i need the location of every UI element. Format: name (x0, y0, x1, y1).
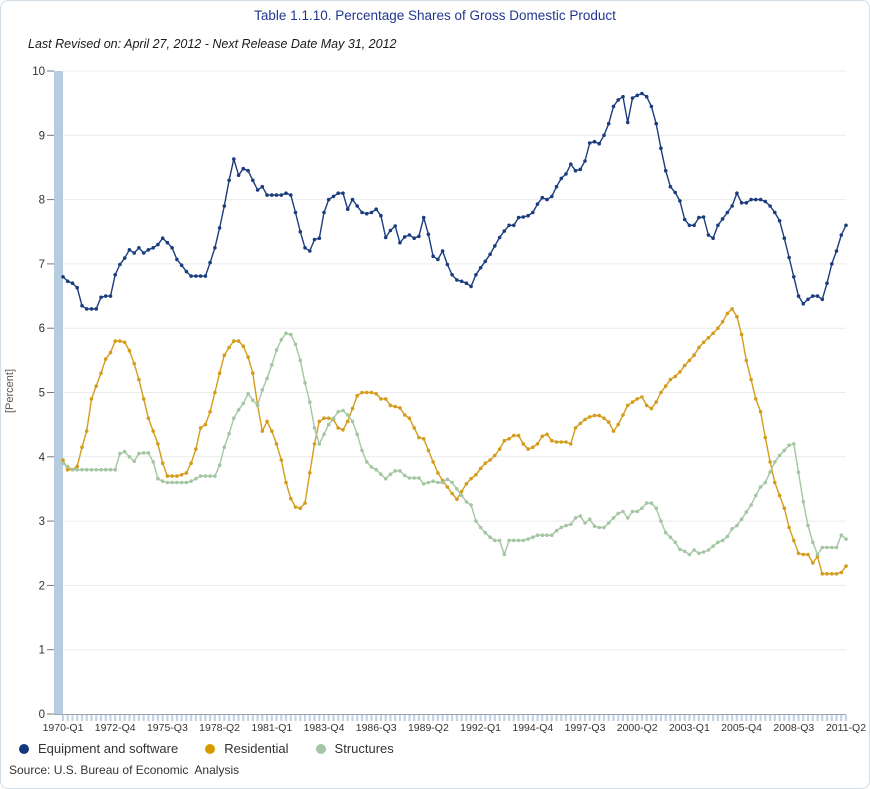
svg-text:1986-Q3: 1986-Q3 (356, 722, 397, 734)
svg-text:1: 1 (39, 645, 45, 657)
svg-text:1983-Q4: 1983-Q4 (304, 722, 345, 734)
svg-text:2011-Q2: 2011-Q2 (826, 722, 866, 734)
series-line-residential (62, 308, 847, 575)
series-markers-equipment-and-software (61, 91, 848, 311)
svg-text:7: 7 (39, 259, 45, 271)
svg-text:2: 2 (39, 580, 45, 592)
svg-text:9: 9 (39, 130, 45, 142)
svg-text:1975-Q3: 1975-Q3 (147, 722, 188, 734)
legend-item-structures: Structures (315, 741, 394, 756)
legend-label: Equipment and software (38, 741, 179, 756)
first-column-highlight-band (54, 71, 63, 714)
x-axis-quarter-ticks (61, 715, 848, 721)
svg-text:5: 5 (39, 388, 45, 400)
series-line-equipment-and-software (62, 92, 847, 310)
legend-label: Structures (334, 741, 394, 756)
svg-text:8: 8 (39, 195, 45, 207)
svg-text:1972-Q4: 1972-Q4 (95, 722, 136, 734)
svg-text:0: 0 (39, 709, 45, 721)
page-title: Table 1.1.10. Percentage Shares of Gross… (254, 8, 616, 23)
series-markers-residential (61, 307, 848, 576)
svg-text:1997-Q3: 1997-Q3 (565, 722, 606, 734)
legend-marker-residential (205, 743, 216, 754)
x-axis-labels: 1970-Q1 1972-Q4 1975-Q3 1978-Q2 1981-Q1 1983-… (43, 722, 867, 734)
legend: Equipment and software Residential Structu… (19, 741, 394, 756)
legend-marker-equipment-and-software (19, 743, 29, 754)
svg-text:10: 10 (32, 66, 45, 78)
svg-text:1978-Q2: 1978-Q2 (199, 722, 240, 734)
svg-text:1989-Q2: 1989-Q2 (408, 722, 449, 734)
svg-text:1994-Q4: 1994-Q4 (512, 722, 553, 734)
svg-text:1981-Q1: 1981-Q1 (251, 722, 292, 734)
svg-text:1970-Q1: 1970-Q1 (43, 722, 84, 734)
y-axis-labels: 0 1 2 3 4 5 6 7 8 9 10 (32, 66, 54, 721)
revision-note: Last Revised on: April 27, 2012 - Next R… (28, 37, 397, 51)
svg-text:2008-Q3: 2008-Q3 (773, 722, 814, 734)
svg-text:1992-Q1: 1992-Q1 (460, 722, 501, 734)
source-note: Source: U.S. Bureau of Economic Analysis (9, 763, 240, 777)
series-markers-structures (61, 331, 848, 557)
series-line-structures (62, 332, 847, 556)
svg-text:2000-Q2: 2000-Q2 (617, 722, 658, 734)
y-gridlines (63, 70, 846, 651)
svg-text:2005-Q4: 2005-Q4 (721, 722, 762, 734)
svg-text:3: 3 (39, 516, 45, 528)
legend-label: Residential (224, 741, 289, 756)
legend-marker-structures (315, 743, 326, 754)
svg-text:2003-Q1: 2003-Q1 (669, 722, 710, 734)
svg-text:6: 6 (39, 323, 45, 335)
legend-item-equipment-and-software: Equipment and software (19, 741, 178, 756)
legend-item-residential: Residential (205, 741, 289, 756)
svg-text:4: 4 (39, 452, 46, 464)
